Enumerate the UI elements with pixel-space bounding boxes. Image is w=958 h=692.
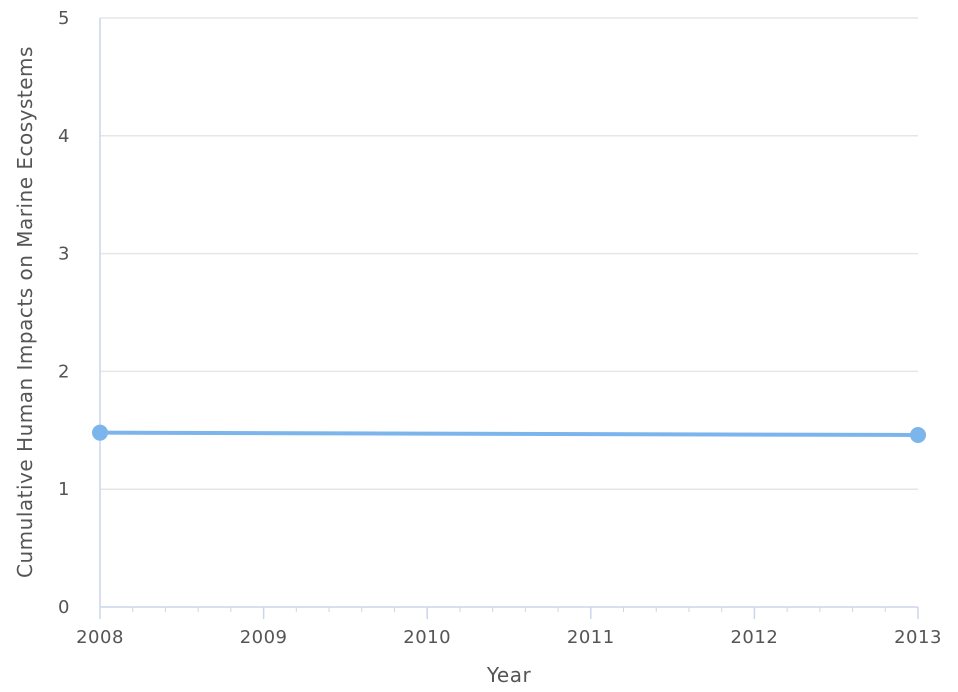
y-axis-title: Cumulative Human Impacts on Marine Ecosy… — [13, 46, 37, 578]
y-tick-label: 0 — [58, 597, 70, 618]
y-tick-label: 5 — [58, 8, 70, 29]
x-tick-label: 2013 — [894, 627, 942, 648]
x-axis-title: Year — [486, 663, 532, 687]
x-tick-label: 2009 — [240, 627, 288, 648]
y-tick-label: 2 — [58, 361, 70, 382]
x-tick-label: 2012 — [730, 627, 778, 648]
y-tick-label: 4 — [58, 126, 70, 147]
series — [92, 424, 926, 444]
data-point[interactable] — [92, 424, 108, 441]
x-tick-label: 2010 — [403, 627, 451, 648]
data-point[interactable] — [910, 427, 926, 444]
axes — [99, 18, 919, 619]
x-tick-label: 2011 — [567, 627, 615, 648]
y-tick-label: 3 — [58, 244, 70, 265]
tick-labels: 0 1 2 3 4 5 2008 2009 2010 2011 2012 2013 — [58, 8, 942, 648]
grid-lines — [100, 17, 918, 490]
series-line — [98, 430, 920, 438]
y-tick-label: 1 — [58, 479, 70, 500]
x-tick-label: 2008 — [76, 627, 124, 648]
